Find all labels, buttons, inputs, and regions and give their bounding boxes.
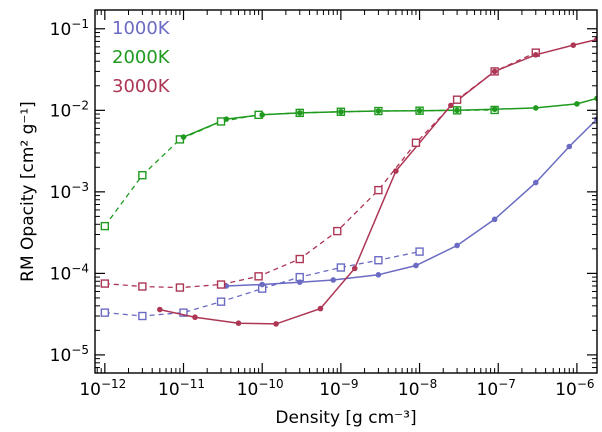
x-tick-label: 10−8: [398, 377, 437, 400]
x-tick-label: 10−6: [555, 377, 594, 400]
x-tick-label: 10−10: [237, 377, 284, 400]
data-point-square: [374, 256, 383, 265]
data-point-circle: [338, 108, 344, 115]
data-point-circle: [491, 216, 498, 223]
data-point-circle: [393, 168, 399, 174]
data-point-square: [100, 279, 110, 288]
data-point-square: [216, 280, 226, 289]
series-solid-line-3000K: [159, 38, 597, 325]
data-point-square: [100, 308, 110, 317]
data-point-circle: [317, 305, 324, 312]
legend-entry-3000K: 3000K: [112, 76, 171, 97]
plot-frame: [94, 9, 598, 374]
data-point-square: [452, 95, 462, 104]
data-point-circle: [448, 102, 454, 109]
series-2000K: [100, 95, 597, 231]
data-point-circle: [574, 101, 580, 107]
y-tick-label: 10−4: [50, 261, 89, 284]
data-point-circle: [296, 279, 303, 285]
data-point-circle: [532, 179, 539, 186]
data-point-square: [179, 308, 188, 317]
data-point-square: [411, 138, 421, 147]
series-dashed-line-2000K: [104, 109, 495, 227]
data-point-circle: [273, 321, 279, 327]
legend-entry-2000K: 2000K: [112, 47, 171, 68]
data-point-square: [415, 247, 424, 256]
data-point-circle: [235, 320, 242, 326]
y-tick-label: 10−1: [50, 17, 89, 40]
x-axis-title: Density [g cm⁻³]: [275, 408, 416, 428]
data-point-circle: [296, 110, 303, 116]
series-solid-line-1000K: [226, 118, 597, 287]
x-tick-label: 10−9: [319, 377, 358, 400]
y-axis-title: RM Opacity [cm² g⁻¹]: [18, 101, 38, 282]
data-point-square: [254, 272, 263, 281]
series-1000K: [100, 116, 597, 321]
axes: 10−12 10−11 10−10 10−9 10−8 10−7 10−6 10−5 10−4 1…: [50, 9, 598, 400]
data-point-circle: [223, 116, 230, 122]
data-point-square: [138, 171, 147, 180]
y-tick-label: 10−5: [50, 343, 89, 366]
data-point-circle: [375, 272, 382, 278]
data-point-square: [100, 221, 110, 231]
data-point-circle: [491, 68, 498, 75]
data-point-circle: [454, 107, 460, 114]
data-point-square: [333, 226, 342, 236]
data-point-square: [216, 297, 226, 306]
data-point-circle: [351, 265, 358, 272]
data-point-square: [138, 311, 147, 321]
data-point-circle: [454, 242, 460, 249]
data-point-circle: [416, 107, 423, 114]
data-point-square: [138, 282, 147, 291]
y-tick-label: 10−2: [50, 98, 89, 121]
data-point-circle: [375, 108, 382, 114]
data-point-circle: [532, 51, 539, 58]
series-layer: [100, 36, 597, 327]
data-point-square: [295, 254, 304, 264]
x-tick-label: 10−7: [477, 377, 516, 400]
data-point-circle: [330, 277, 337, 283]
series-3000K: [100, 36, 597, 327]
data-point-circle: [180, 134, 187, 140]
data-point-square: [336, 263, 346, 272]
data-point-square: [216, 117, 226, 126]
y-tick-label: 10−3: [50, 180, 89, 203]
data-point-circle: [413, 262, 419, 269]
data-point-circle: [532, 105, 539, 111]
data-point-circle: [157, 306, 163, 313]
data-point-circle: [259, 281, 265, 288]
x-tick-label: 10−12: [79, 377, 126, 400]
data-point-circle: [491, 106, 498, 113]
data-point-square: [374, 185, 383, 195]
legend: 1000K 2000K 3000K: [112, 18, 171, 97]
data-point-square: [175, 283, 185, 292]
data-point-circle: [570, 42, 577, 48]
x-tick-label: 10−11: [158, 377, 205, 400]
data-point-circle: [192, 314, 198, 321]
data-point-circle: [566, 143, 573, 150]
data-point-circle: [259, 112, 265, 118]
legend-entry-1000K: 1000K: [112, 18, 171, 39]
